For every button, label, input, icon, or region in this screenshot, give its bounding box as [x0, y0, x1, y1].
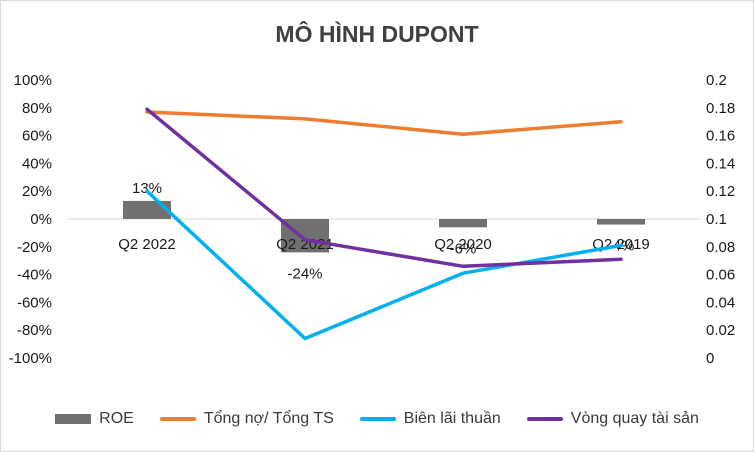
y-left-tick-label: 60% — [22, 128, 52, 145]
y-right-tick-label: 0 — [706, 350, 714, 367]
y-right-tick-label: 0.1 — [706, 211, 727, 228]
y-right-tick-label: 0.04 — [706, 294, 735, 311]
y-right-tick-label: 0.18 — [706, 100, 735, 117]
legend-swatch-net-margin — [359, 417, 396, 421]
y-right-tick-label: 0.16 — [706, 128, 735, 145]
y-right-tick-label: 0.06 — [706, 267, 735, 284]
asset-turnover-line — [145, 107, 623, 269]
y-left-tick-label: -20% — [17, 239, 52, 256]
legend-label-debt-ratio: Tổng nợ/ Tổng TS — [203, 410, 334, 427]
roe-bar — [123, 200, 171, 219]
debt-ratio-line — [145, 110, 623, 136]
y-right-tick-label: 0.14 — [706, 155, 735, 172]
roe-data-label: -6% — [450, 240, 477, 257]
y-left-tick-label: -80% — [17, 322, 52, 339]
legend-item-net-margin: Biên lãi thuần — [359, 410, 501, 428]
y-left-tick-label: 20% — [22, 183, 52, 200]
legend-label-asset-turnover: Vòng quay tài sản — [570, 410, 699, 427]
y-right-tick-label: 0.2 — [706, 72, 727, 89]
y-left-tick-label: 0% — [30, 211, 52, 228]
legend-swatch-asset-turnover — [526, 417, 563, 421]
y-left-tick-label: -60% — [17, 294, 52, 311]
legend-item-asset-turnover: Vòng quay tài sản — [526, 410, 699, 428]
roe-bar — [439, 219, 487, 228]
roe-bar — [597, 219, 645, 225]
legend: ROE Tổng nợ/ Tổng TS Biên lãi thuần Vòng… — [0, 410, 754, 428]
y-left-tick-label: -40% — [17, 267, 52, 284]
legend-swatch-debt-ratio — [159, 417, 196, 421]
legend-label-net-margin: Biên lãi thuần — [403, 410, 501, 427]
legend-swatch-roe — [55, 414, 92, 424]
legend-label-roe: ROE — [99, 410, 134, 427]
roe-data-label: 13% — [132, 180, 162, 197]
y-left-tick-label: 40% — [22, 155, 52, 172]
legend-item-roe: ROE — [55, 410, 134, 428]
roe-data-label: -24% — [287, 265, 322, 282]
x-category-label: Q2 2021 — [276, 236, 334, 253]
x-category-label: Q2 2020 — [434, 236, 492, 253]
y-left-tick-label: 100% — [14, 72, 52, 89]
chart-title: MÔ HÌNH DUPONT — [275, 21, 479, 47]
y-left-tick-label: 80% — [22, 100, 52, 117]
net-margin-line — [145, 189, 623, 341]
legend-item-debt-ratio: Tổng nợ/ Tổng TS — [159, 410, 334, 428]
y-left-tick-label: -100% — [9, 350, 52, 367]
y-right-tick-label: 0.08 — [706, 239, 735, 256]
y-right-tick-label: 0.12 — [706, 183, 735, 200]
y-right-tick-label: 0.02 — [706, 322, 735, 339]
x-category-label: Q2 2022 — [118, 236, 176, 253]
